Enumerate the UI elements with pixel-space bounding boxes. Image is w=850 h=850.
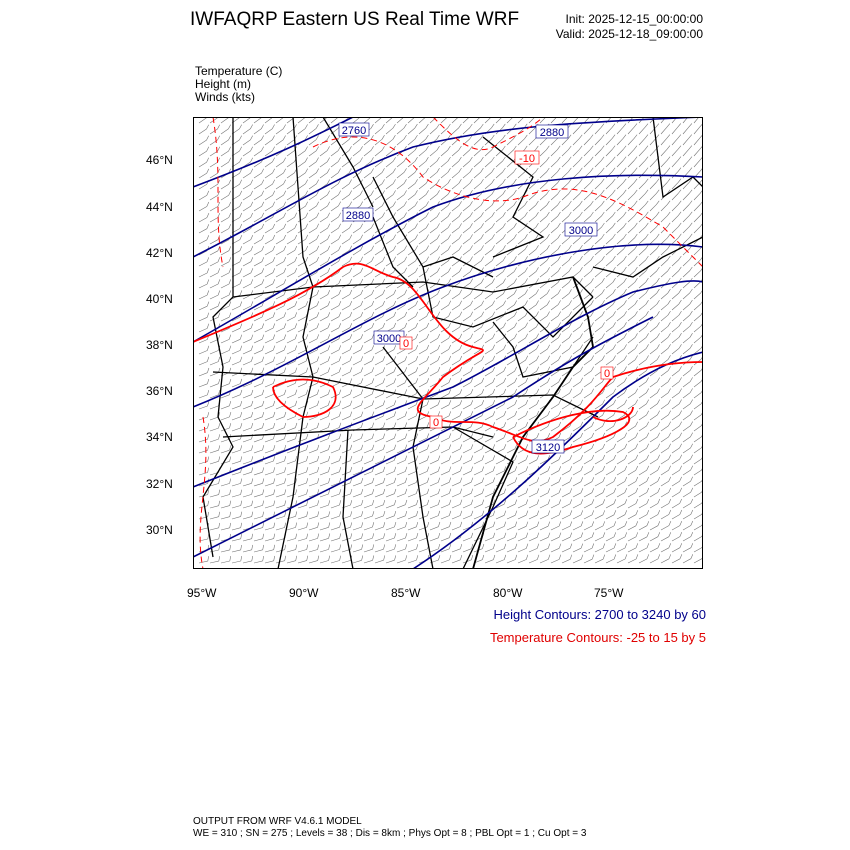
svg-text:0: 0 (433, 417, 439, 429)
lat-label: 44°N (146, 200, 173, 214)
temperature-contours-legend: Temperature Contours: -25 to 15 by 5 (489, 630, 706, 645)
field-height: Height (m) (195, 77, 252, 91)
lat-label: 34°N (146, 430, 173, 444)
lat-label: 30°N (146, 523, 173, 537)
svg-text:2880: 2880 (346, 210, 370, 222)
height-contours-legend: Height Contours: 2700 to 3240 by 60 (493, 607, 706, 622)
plot-title: IWFAQRP Eastern US Real Time WRF (190, 9, 520, 30)
lat-label: 46°N (146, 153, 173, 167)
lon-label: 80°W (493, 586, 523, 600)
lon-label: 95°W (187, 586, 217, 600)
lon-label: 85°W (391, 586, 421, 600)
map-frame (193, 117, 703, 569)
temperature-label: 0 (429, 415, 443, 429)
field-temperature: Temperature (C) (195, 64, 283, 78)
height-label: 2880 (535, 124, 569, 139)
wind-barbs (198, 117, 703, 564)
lat-label: 32°N (146, 477, 173, 491)
valid-time: Valid: 2025-12-18_09:00:00 (555, 27, 703, 41)
footer-model: OUTPUT FROM WRF V4.6.1 MODEL (193, 816, 362, 827)
svg-text:0: 0 (604, 368, 610, 380)
init-time: Init: 2025-12-15_00:00:00 (565, 12, 703, 26)
lon-label: 75°W (594, 586, 624, 600)
temperature-contours-dashed (199, 117, 703, 569)
lon-label: 90°W (289, 586, 319, 600)
state-boundaries (202, 117, 703, 569)
lat-label: 36°N (146, 384, 173, 398)
lat-label: 38°N (146, 338, 173, 352)
height-label: 3120 (531, 439, 565, 454)
svg-text:3000: 3000 (377, 333, 401, 345)
svg-text:3120: 3120 (536, 442, 560, 454)
weather-map: 2760 2880 2880 3000 3000 3120 -10 0 0 0 (193, 117, 703, 569)
temperature-contours (193, 262, 703, 455)
svg-text:0: 0 (403, 338, 409, 350)
svg-text:3000: 3000 (569, 225, 593, 237)
height-label: 3000 (373, 330, 405, 345)
lat-label: 42°N (146, 246, 173, 260)
field-winds: Winds (kts) (195, 90, 255, 104)
wind-barb (198, 117, 703, 564)
height-label: 2760 (338, 122, 370, 137)
svg-text:2760: 2760 (342, 125, 366, 137)
temperature-label: 0 (399, 336, 413, 350)
height-label: 2880 (342, 207, 374, 222)
footer-config: WE = 310 ; SN = 275 ; Levels = 38 ; Dis … (193, 828, 587, 839)
svg-text:2880: 2880 (540, 127, 564, 139)
height-contours (193, 117, 703, 569)
temperature-label: 0 (600, 366, 614, 380)
svg-text:-10: -10 (519, 153, 535, 165)
temperature-label: -10 (514, 150, 540, 165)
height-label: 3000 (564, 222, 598, 237)
lat-label: 40°N (146, 292, 173, 306)
